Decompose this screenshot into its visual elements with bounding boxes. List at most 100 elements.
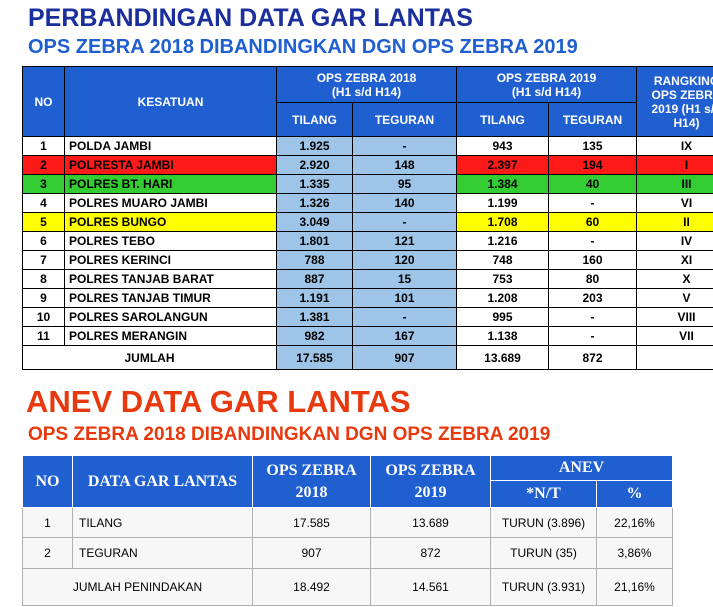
- table-cell: 18.492: [252, 568, 371, 606]
- table-cell: -: [548, 326, 637, 346]
- table-cell: V: [636, 288, 713, 308]
- table-cell: 943: [456, 136, 549, 156]
- table-cell: 121: [352, 231, 457, 251]
- header-cell: NO: [22, 455, 73, 508]
- header-text: OPS ZEBRA 2018: [316, 70, 417, 85]
- table-cell: 13.689: [370, 507, 491, 538]
- table-cell: 907: [352, 345, 457, 370]
- table-cell: 1.925: [276, 136, 353, 156]
- table-cell: POLRES TEBO: [64, 231, 277, 251]
- table-row: 11 POLRES MERANGIN 982 167 1.138- VII: [22, 326, 713, 346]
- table-cell: 2.397: [456, 155, 549, 175]
- table-row: 1 POLDA JAMBI 1.925-943 135 IX: [22, 136, 713, 156]
- header-text: OPS ZEBRA 2019: [496, 70, 597, 85]
- table-row: 1 TILANG 17.585 13.689 TURUN (3.896) 22,16%: [22, 507, 673, 538]
- table-cell: 135: [548, 136, 637, 156]
- table-cell: XI: [636, 250, 713, 270]
- table-cell: POLRES TANJAB TIMUR: [64, 288, 277, 308]
- table-cell: 22,16%: [596, 507, 673, 538]
- table-row: 7 POLRES KERINCI 788 120 748 160 XI: [22, 250, 713, 270]
- table-cell: 982: [276, 326, 353, 346]
- header-cell: TILANG: [456, 102, 549, 137]
- table-cell: 40: [548, 174, 637, 194]
- table-cell: TURUN (3.896): [490, 507, 597, 538]
- table-cell: TURUN (3.931): [490, 568, 597, 606]
- table-cell: 1.326: [276, 193, 353, 213]
- table-cell: 3.049: [276, 212, 353, 232]
- table-row: 3 POLRES BT. HARI 1.335 95 1.384 40 III: [22, 174, 713, 194]
- section-title: ANEV DATA GAR LANTAS: [26, 384, 411, 419]
- table-cell: 167: [352, 326, 457, 346]
- header-cell: OPS ZEBRA 2018 (H1 s/d H14): [276, 66, 457, 103]
- table-cell: 60: [548, 212, 637, 232]
- table-cell: POLRES KERINCI: [64, 250, 277, 270]
- header-cell: OPS ZEBRA 2019 (H1 s/d H14): [456, 66, 637, 103]
- table-cell: -: [352, 212, 457, 232]
- table-cell: TILANG: [72, 507, 253, 538]
- table-cell: 101: [352, 288, 457, 308]
- table-cell: 1.335: [276, 174, 353, 194]
- table-cell: 907: [252, 537, 371, 569]
- table-cell: TEGURAN: [72, 537, 253, 569]
- table-cell: 3,86%: [596, 537, 673, 569]
- table-cell: 748: [456, 250, 549, 270]
- total-row: JUMLAH 17.585 907 13.689 872: [22, 345, 713, 370]
- table-row: 2 TEGURAN 907 872 TURUN (35) 3,86%: [22, 537, 673, 569]
- table-row: 2 POLRESTA JAMBI 2.920 148 2.397 194 I: [22, 155, 713, 175]
- table-cell: -: [352, 307, 457, 327]
- table-cell: 160: [548, 250, 637, 270]
- table-cell: 788: [276, 250, 353, 270]
- table-cell: 2: [22, 155, 65, 175]
- header-cell: TILANG: [276, 102, 353, 137]
- section-subtitle: OPS ZEBRA 2018 DIBANDINGKAN DGN OPS ZEBR…: [28, 424, 551, 445]
- header-cell: KESATUAN: [64, 66, 277, 137]
- table-cell: 753: [456, 269, 549, 289]
- anev-table: NO DATA GAR LANTAS OPS ZEBRA 2018 OPS ZE…: [22, 455, 673, 606]
- table-cell: 1.138: [456, 326, 549, 346]
- header-cell: OPS ZEBRA 2018: [252, 455, 371, 508]
- table-row: 4 POLRES MUARO JAMBI 1.326 140 1.199- VI: [22, 193, 713, 213]
- table-cell: 2.920: [276, 155, 353, 175]
- header-cell: TEGURAN: [352, 102, 457, 137]
- table-cell: -: [548, 193, 637, 213]
- table-cell: VI: [636, 193, 713, 213]
- table-cell: POLRES BUNGO: [64, 212, 277, 232]
- table-cell: 203: [548, 288, 637, 308]
- table-cell: 11: [22, 326, 65, 346]
- table-row: 9 POLRES TANJAB TIMUR 1.191 101 1.208 203 V: [22, 288, 713, 308]
- table-cell: 1.199: [456, 193, 549, 213]
- table-cell: POLRES MERANGIN: [64, 326, 277, 346]
- table-cell: 15: [352, 269, 457, 289]
- table-cell: TURUN (35): [490, 537, 597, 569]
- table-cell: VII: [636, 326, 713, 346]
- table-row: 8 POLRES TANJAB BARAT 887 15 753 80 X: [22, 269, 713, 289]
- table-cell: -: [548, 307, 637, 327]
- table-cell: 194: [548, 155, 637, 175]
- table-cell: II: [636, 212, 713, 232]
- comparison-table: NO KESATUAN OPS ZEBRA 2018 (H1 s/d H14) O…: [22, 66, 713, 370]
- table-cell: 1.708: [456, 212, 549, 232]
- table-cell: 4: [22, 193, 65, 213]
- table-cell: 9: [22, 288, 65, 308]
- table-cell: X: [636, 269, 713, 289]
- table-cell: POLRES MUARO JAMBI: [64, 193, 277, 213]
- table-cell: -: [352, 136, 457, 156]
- table-row: 6 POLRES TEBO 1.801 121 1.216- IV: [22, 231, 713, 251]
- table-cell: 1.801: [276, 231, 353, 251]
- header-cell: DATA GAR LANTAS: [72, 455, 253, 508]
- table-cell: 1.208: [456, 288, 549, 308]
- table-cell: POLRES SAROLANGUN: [64, 307, 277, 327]
- table-cell: JUMLAH PENINDAKAN: [22, 568, 253, 606]
- table-cell: 5: [22, 212, 65, 232]
- table-cell: 1.381: [276, 307, 353, 327]
- header-cell: ANEV: [490, 455, 673, 481]
- table-cell: POLRESTA JAMBI: [64, 155, 277, 175]
- page-title: PERBANDINGAN DATA GAR LANTAS: [28, 4, 473, 32]
- table-cell: 3: [22, 174, 65, 194]
- header-cell: RANGKING OPS ZEBRA 2019 (H1 s/d H14): [636, 66, 713, 137]
- table-cell: POLDA JAMBI: [64, 136, 277, 156]
- header-text: (H1 s/d H14): [331, 84, 402, 99]
- table-row: 5 POLRES BUNGO 3.049-1.708 60 II: [22, 212, 713, 232]
- header-cell: %: [596, 480, 673, 508]
